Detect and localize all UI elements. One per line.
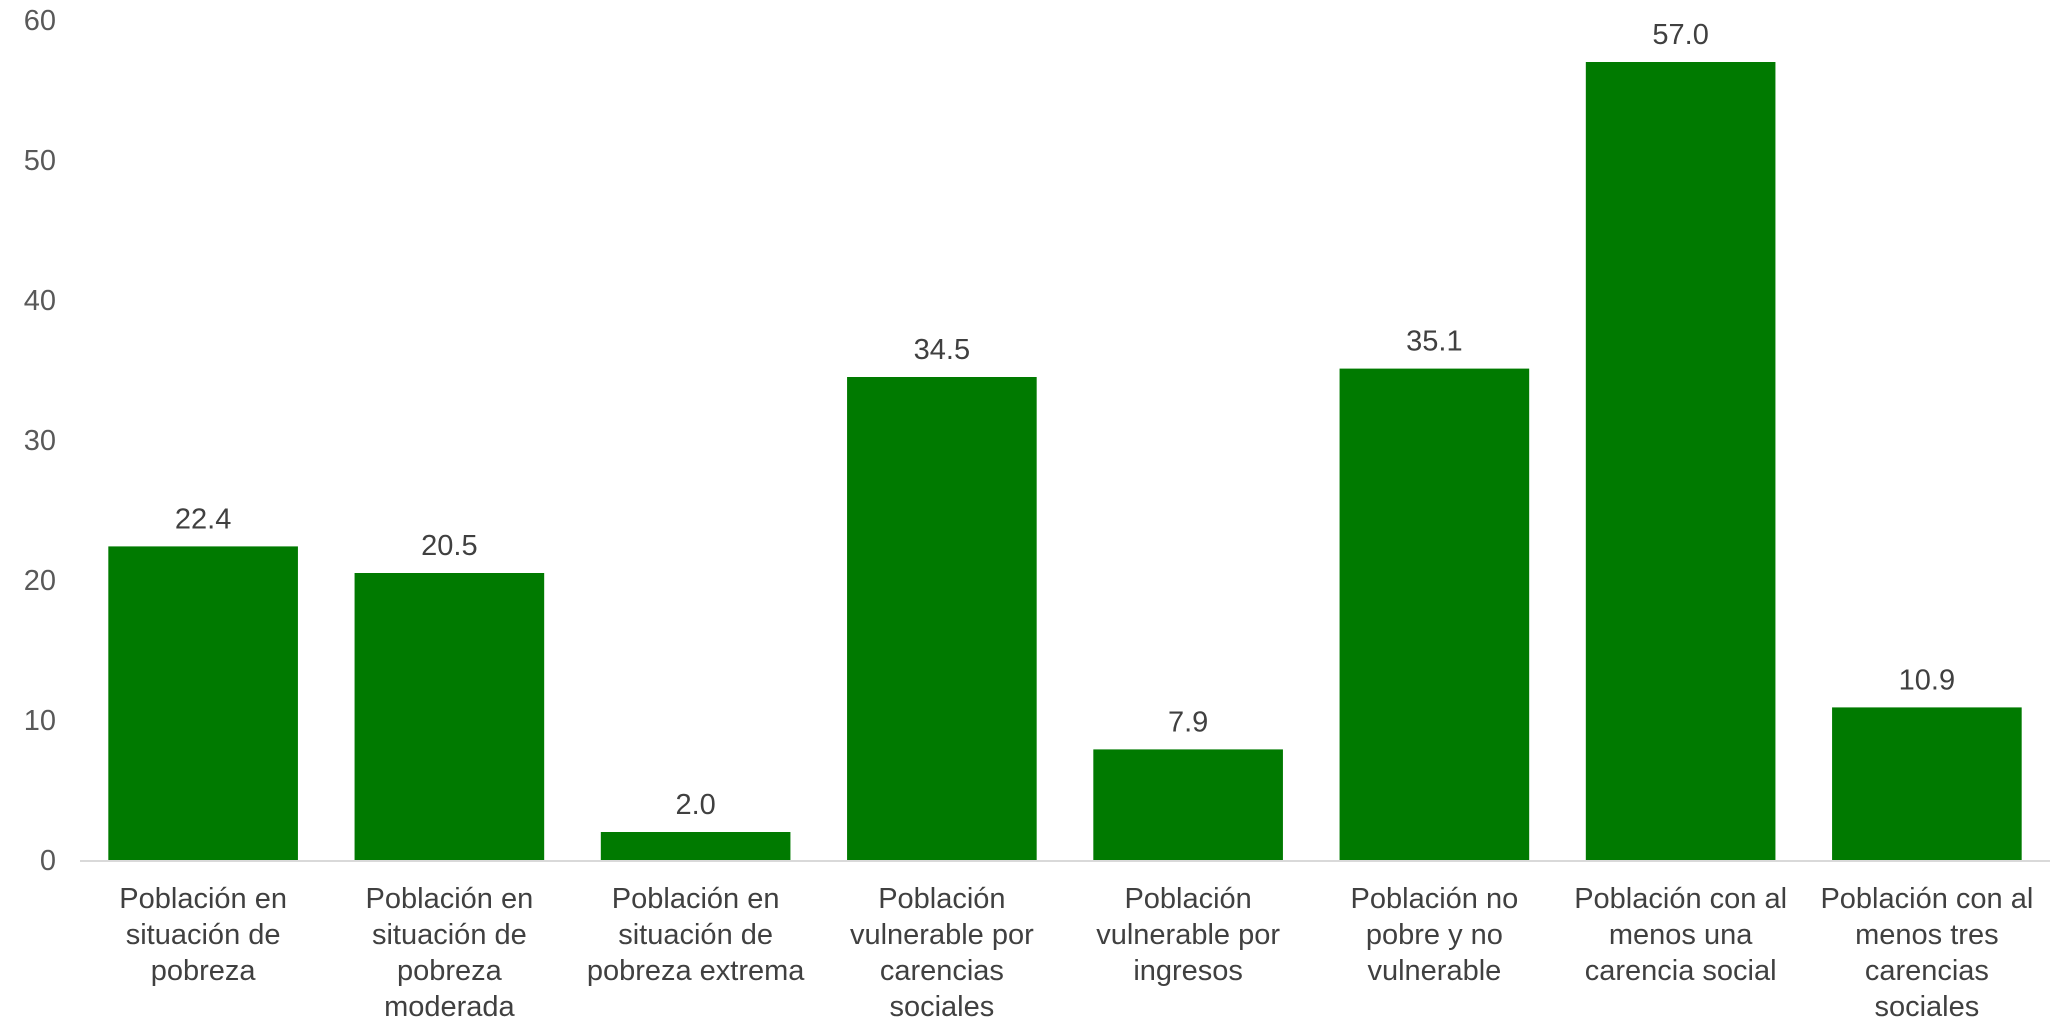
y-tick-label: 20 — [24, 565, 56, 597]
x-category-label-line: moderada — [384, 991, 515, 1022]
y-tick-label: 60 — [24, 5, 56, 37]
x-category-label-line: ingresos — [1133, 955, 1243, 987]
x-category-label-line: vulnerable por — [850, 919, 1034, 951]
x-category-label-line: carencias — [880, 955, 1004, 987]
x-category-label-line: pobre y no — [1366, 919, 1503, 951]
x-category-label-line: situación de — [126, 919, 281, 951]
bar-value-label: 7.9 — [1168, 706, 1208, 738]
x-category-label-line: Población en — [119, 883, 287, 915]
y-axis-ticks: 0 10 20 30 40 50 60 — [24, 5, 56, 877]
x-category-label-line: pobreza — [397, 955, 503, 987]
bar — [108, 546, 298, 860]
y-tick-label: 50 — [24, 145, 56, 177]
x-category-label-line: vulnerable por — [1096, 919, 1280, 951]
x-category-label-line: carencia social — [1585, 955, 1777, 987]
bar-value-label: 22.4 — [175, 503, 231, 535]
x-category-label-line: pobreza — [151, 955, 257, 987]
bar-value-label: 57.0 — [1652, 19, 1708, 51]
bar — [1832, 707, 2022, 860]
y-tick-label: 10 — [24, 705, 56, 737]
x-category-label: Población no pobre y no vulnerable — [1351, 883, 1519, 987]
x-category-label-line: carencias — [1865, 955, 1989, 987]
x-category-label-line: vulnerable — [1367, 955, 1501, 987]
x-category-label-line: Población con al — [1574, 883, 1787, 915]
bar — [1093, 749, 1283, 860]
x-category-label-line: Población — [878, 883, 1005, 915]
x-category-label-line: situación de — [618, 919, 773, 951]
x-category-label-line: menos una — [1609, 919, 1753, 951]
x-category-label-line: Población en — [612, 883, 780, 915]
bar — [600, 832, 791, 860]
y-tick-label: 30 — [24, 425, 56, 457]
category-labels-group: Población en situación de pobrezaPoblación… — [119, 883, 2033, 1022]
x-category-label-line: situación de — [372, 919, 527, 951]
x-category-label: Población en situación de pobreza extrema — [587, 883, 805, 987]
x-category-label-line: Población — [1124, 883, 1251, 915]
x-category-label-line: sociales — [889, 991, 994, 1022]
x-category-label-line: menos tres — [1855, 919, 1998, 951]
x-category-label: Población vulnerable por carencias sociales — [850, 883, 1034, 1022]
bar-value-label: 34.5 — [914, 334, 970, 366]
x-category-label-line: pobreza extrema — [587, 955, 805, 987]
x-category-label-line: sociales — [1874, 991, 1979, 1022]
bar — [1339, 368, 1530, 860]
x-category-label-line: Población con al — [1820, 883, 2033, 915]
x-category-label-line: Población no — [1351, 883, 1519, 915]
bar-value-label: 20.5 — [421, 530, 477, 562]
data-labels-group: 22.4 20.5 2.0 34.5 7.9 35.1 57.0 10.9 — [175, 19, 1955, 821]
x-category-label: Población en situación de pobreza — [119, 883, 287, 987]
bar — [1585, 62, 1776, 860]
y-tick-label: 0 — [40, 845, 56, 877]
x-category-label: Población con al menos una carencia social — [1574, 883, 1787, 987]
bar — [354, 573, 545, 860]
x-category-label: Población vulnerable por ingresos — [1096, 883, 1280, 987]
bar-value-label: 2.0 — [675, 789, 715, 821]
bar-value-label: 10.9 — [1899, 664, 1955, 696]
bar-value-label: 35.1 — [1406, 326, 1462, 358]
bars-group — [108, 62, 2022, 860]
y-tick-label: 40 — [24, 285, 56, 317]
x-category-label: Población con al menos tres carencias socia… — [1820, 883, 2033, 1022]
x-category-label-line: Población en — [366, 883, 534, 915]
bar — [847, 377, 1037, 860]
x-category-label: Población en situación de pobreza moderada — [366, 883, 534, 1022]
